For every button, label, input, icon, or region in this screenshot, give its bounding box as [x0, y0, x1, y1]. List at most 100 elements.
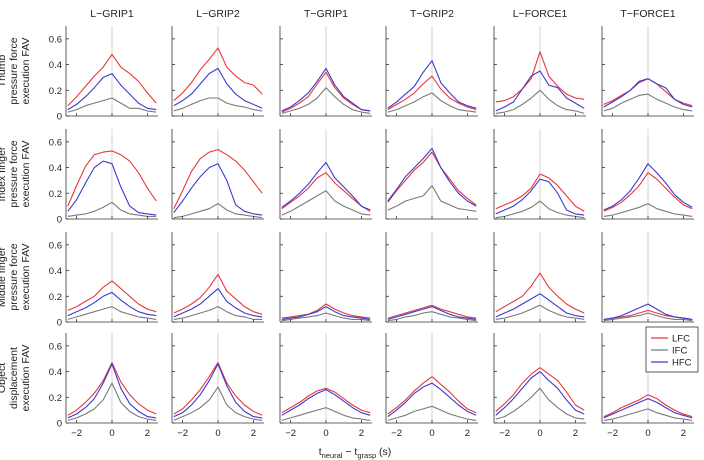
- series-line-ifc: [387, 92, 477, 113]
- y-tick-label: 0.4: [49, 266, 62, 277]
- series-line-hfc: [67, 73, 157, 111]
- series-line-lfc: [281, 172, 371, 212]
- series-line-hfc: [603, 78, 693, 108]
- panel-4-l-grip1: 0 0.2 0.4 0.6 −2 0 2: [49, 333, 158, 439]
- series-line-ifc: [387, 311, 477, 322]
- series-line-hfc: [387, 306, 477, 320]
- series-line-hfc: [173, 363, 263, 419]
- series-line-lfc: [495, 272, 585, 314]
- x-tick-label: 0: [323, 428, 328, 439]
- x-tick-label: −2: [391, 428, 402, 439]
- series-line-ifc: [495, 89, 585, 114]
- series-line-hfc: [495, 293, 585, 318]
- x-tick-label: 0: [215, 428, 220, 439]
- series-line-lfc: [67, 53, 157, 107]
- column-title-l-grip1: L−GRIP1: [90, 8, 134, 20]
- x-tick-label: 2: [465, 428, 470, 439]
- panel-2-l-grip2: [171, 129, 264, 220]
- series-line-ifc: [603, 93, 693, 112]
- column-title-t-grip2: T−GRIP2: [410, 8, 454, 20]
- series-line-ifc: [387, 405, 477, 421]
- x-tick-label: 2: [145, 428, 150, 439]
- panel-1-l-force1: [493, 26, 586, 117]
- series-line-ifc: [173, 97, 263, 112]
- series-line-lfc: [495, 173, 585, 212]
- series-line-hfc: [495, 371, 585, 416]
- series-line-lfc: [281, 71, 371, 113]
- panel-3-t-grip2: [385, 232, 478, 323]
- panels-layer: 0 0.2 0.4 0.6 0 0.2 0.4 0.6 0 0.2 0.4 0.6 0 0.2 0.4 0.6…: [49, 26, 694, 439]
- series-line-lfc: [387, 151, 477, 206]
- row-label-line: execution FAV: [20, 38, 32, 105]
- row-label-line: Middle finger: [0, 246, 8, 307]
- panel-3-t-grip1: [279, 232, 372, 323]
- x-tick-label: 2: [681, 428, 686, 439]
- series-line-lfc: [603, 172, 693, 212]
- series-line-ifc: [281, 407, 371, 421]
- y-tick-label: 0: [57, 419, 62, 430]
- y-tick-label: 0.2: [49, 393, 62, 404]
- y-tick-label: 0.6: [49, 34, 62, 45]
- row-label-line: pressure force: [8, 37, 20, 104]
- series-line-ifc: [67, 382, 157, 421]
- y-tick-label: 0.2: [49, 86, 62, 97]
- y-tick-label: 0: [57, 112, 62, 123]
- legend-label-hfc: HFC: [672, 358, 692, 369]
- series-line-hfc: [495, 178, 585, 216]
- series-line-hfc: [281, 67, 371, 112]
- panel-4-l-force1: −2 0 2: [493, 333, 586, 439]
- series-line-lfc: [173, 273, 263, 315]
- legend: LFC IFC HFC: [645, 326, 699, 373]
- series-line-ifc: [67, 97, 157, 113]
- column-title-t-grip1: T−GRIP1: [304, 8, 348, 20]
- series-line-ifc: [603, 203, 693, 217]
- series-line-lfc: [495, 51, 585, 103]
- panel-2-t-grip1: [279, 129, 372, 220]
- panel-2-t-grip2: [385, 129, 478, 220]
- panel-3-l-force1: [493, 232, 586, 323]
- series-line-ifc: [67, 306, 157, 320]
- row-label-2: Index finger pressure force execution FAV: [0, 140, 32, 207]
- series-line-lfc: [67, 280, 157, 313]
- series-line-ifc: [495, 304, 585, 320]
- x-tick-label: 2: [359, 428, 364, 439]
- y-tick-label: 0.4: [49, 163, 62, 174]
- column-title-t-force1: T−FORCE1: [620, 8, 675, 20]
- panel-1-l-grip2: [171, 26, 264, 117]
- x-tick-label: 0: [109, 428, 114, 439]
- panel-3-l-grip2: [171, 232, 264, 323]
- series-line-hfc: [387, 60, 477, 109]
- panel-1-l-grip1: 0 0.2 0.4 0.6: [49, 26, 158, 123]
- row-label-line: Object: [0, 363, 8, 393]
- y-tick-label: 0: [57, 215, 62, 226]
- panel-4-t-grip1: −2 0 2: [279, 333, 372, 439]
- series-line-hfc: [281, 161, 371, 211]
- y-tick-label: 0.6: [49, 341, 62, 352]
- series-line-ifc: [603, 408, 693, 421]
- column-title-l-grip2: L−GRIP2: [196, 8, 240, 20]
- row-label-line: execution FAV: [20, 345, 32, 412]
- y-tick-label: 0.6: [49, 137, 62, 148]
- series-line-hfc: [281, 389, 371, 416]
- row-label-4: Object displacement execution FAV: [0, 345, 32, 412]
- series-line-lfc: [387, 75, 477, 111]
- panel-2-l-grip1: 0 0.2 0.4 0.6: [49, 129, 158, 226]
- panel-4-t-force1: −2 0 2: [601, 333, 694, 439]
- x-tick-label: −2: [499, 428, 510, 439]
- row-label-line: execution FAV: [20, 244, 32, 311]
- x-axis-label: tneural − tgrasp (s): [319, 446, 392, 460]
- series-line-ifc: [173, 203, 263, 219]
- legend-label-ifc: IFC: [672, 346, 687, 357]
- series-line-hfc: [603, 163, 693, 211]
- series-line-lfc: [387, 376, 477, 415]
- panel-4-l-grip2: −2 0 2: [171, 333, 264, 439]
- panel-2-l-force1: [493, 129, 586, 220]
- x-tick-label: 2: [251, 428, 256, 439]
- series-line-hfc: [387, 147, 477, 207]
- y-tick-label: 0.2: [49, 292, 62, 303]
- series-line-ifc: [495, 387, 585, 420]
- series-line-ifc: [67, 201, 157, 217]
- series-line-hfc: [387, 382, 477, 418]
- series-line-ifc: [387, 185, 477, 212]
